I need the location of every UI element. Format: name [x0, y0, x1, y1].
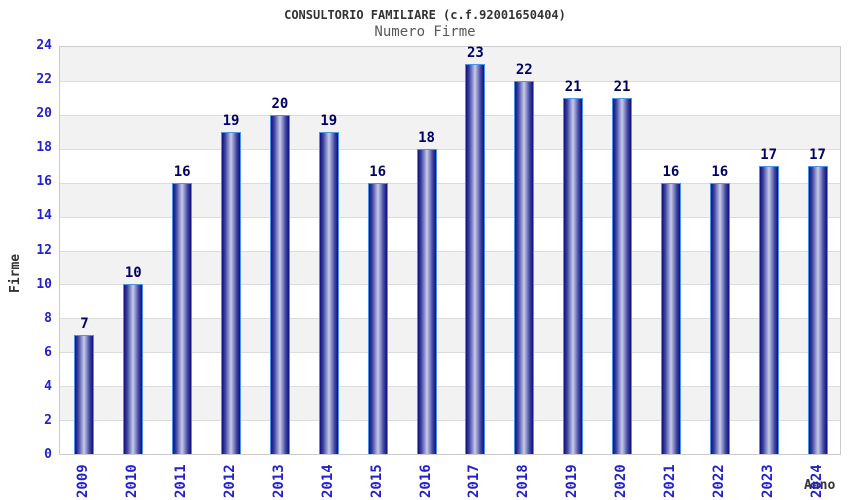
bar-value-label: 17	[809, 146, 826, 163]
gridline	[60, 284, 840, 286]
bar-value-label: 16	[369, 163, 387, 180]
y-tick-label: 24	[36, 38, 52, 53]
bar	[563, 97, 584, 454]
x-axis-title: Anno	[804, 478, 836, 493]
grid-band	[60, 148, 840, 183]
bar	[74, 335, 95, 454]
y-tick-label: 2	[44, 412, 52, 428]
gridline	[60, 216, 840, 218]
bar-value-label: 16	[711, 163, 729, 180]
x-tick-label: 2014	[319, 464, 336, 498]
x-tick-label: 2021	[661, 464, 678, 498]
bar	[123, 284, 144, 454]
gridline	[60, 148, 840, 150]
bar	[367, 182, 388, 454]
bar-value-label: 19	[320, 112, 338, 129]
bar	[709, 182, 730, 454]
gridline	[60, 352, 840, 354]
x-tick-label: 2022	[710, 464, 727, 498]
bar	[514, 80, 535, 454]
gridline	[60, 386, 840, 388]
x-tick-label: 2012	[222, 464, 239, 498]
gridline	[60, 318, 840, 320]
y-tick-label: 20	[36, 106, 52, 122]
x-tick-label: 2011	[173, 464, 190, 498]
grid-band	[60, 80, 840, 115]
y-tick-label: 0	[44, 447, 52, 462]
bar	[269, 114, 290, 454]
bar	[172, 182, 193, 454]
y-tick-label: 22	[36, 72, 52, 88]
bar-value-label: 16	[173, 163, 191, 180]
x-tick-label: 2024	[808, 464, 825, 498]
bar	[221, 131, 242, 454]
bar-value-label: 23	[467, 44, 484, 61]
bar-value-label: 16	[662, 163, 680, 180]
x-tick-label: 2017	[466, 464, 483, 498]
y-tick-label: 12	[36, 242, 52, 258]
y-tick-label: 4	[44, 378, 52, 394]
y-tick-label: 10	[36, 276, 52, 292]
bar	[318, 131, 339, 454]
bar	[612, 97, 633, 454]
bar-value-label: 20	[271, 95, 289, 112]
y-tick-label: 6	[44, 344, 52, 360]
x-tick-label: 2020	[613, 464, 630, 498]
gridline	[60, 250, 840, 252]
bar-value-label: 21	[564, 78, 582, 95]
x-tick-label: 2023	[759, 464, 776, 498]
y-tick-label: 8	[44, 310, 52, 326]
gridline	[60, 420, 840, 422]
x-tick-label: 2015	[368, 464, 385, 498]
plot-area: 7 10 16 19 20 19 16 18 23 22 21 21 16 16 17 17	[59, 46, 841, 455]
grid-band	[60, 114, 840, 149]
bar	[416, 148, 437, 454]
chart-title: CONSULTORIO FAMILIARE (c.f.92001650404)	[284, 8, 566, 22]
x-tick-label: 2016	[417, 464, 434, 498]
x-tick-label: 2009	[75, 464, 92, 498]
bar	[807, 165, 828, 454]
x-tick-label: 2019	[564, 464, 581, 498]
bar-value-label: 7	[80, 316, 89, 333]
y-tick-label: 16	[36, 174, 52, 190]
gridline	[60, 182, 840, 184]
bar-value-label: 18	[418, 129, 435, 146]
grid-band	[60, 47, 840, 81]
y-tick-label: 14	[36, 208, 52, 224]
bar	[465, 63, 486, 454]
bar-value-label: 21	[613, 78, 631, 95]
y-tick-label: 18	[36, 140, 52, 156]
bar-value-label: 10	[124, 265, 142, 282]
gridline	[60, 80, 840, 82]
x-tick-label: 2018	[515, 464, 532, 498]
chart-subtitle: Numero Firme	[374, 24, 476, 40]
x-tick-label: 2010	[124, 464, 141, 498]
bar-value-label: 17	[760, 146, 778, 163]
bar-value-label: 22	[515, 61, 533, 78]
bar-value-label: 19	[222, 112, 240, 129]
gridline	[60, 114, 840, 116]
bar	[758, 165, 779, 454]
bar	[660, 182, 681, 454]
x-tick-label: 2013	[270, 464, 287, 498]
